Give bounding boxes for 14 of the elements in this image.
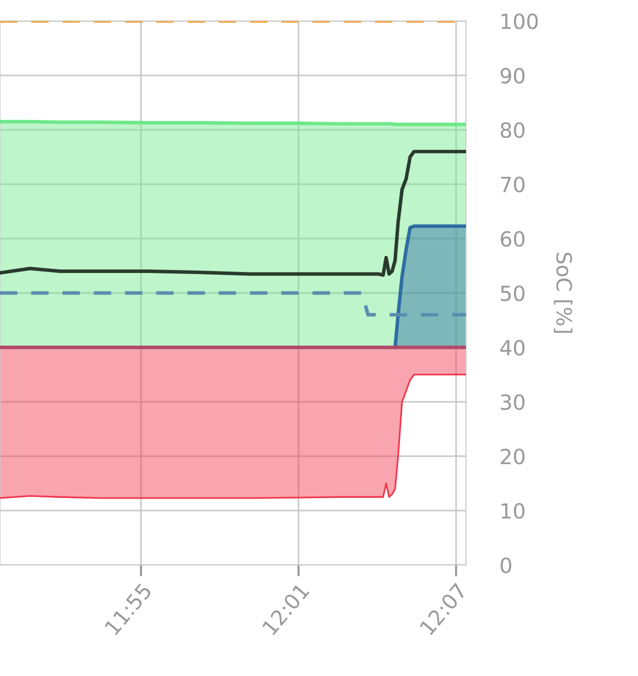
y-tick-label: 90	[500, 68, 524, 84]
y-tick-label: 100	[502, 13, 538, 30]
y-axis-title: SoC [%]	[554, 252, 572, 333]
line-series	[0, 150, 466, 277]
line-series	[0, 374, 466, 499]
y-tick-label: 10	[502, 503, 524, 519]
y-tick-label: 20	[500, 448, 524, 464]
y-tick-label: 30	[500, 394, 524, 410]
y-tick-label: 40	[500, 340, 524, 356]
y-tick-label: 70	[501, 176, 524, 192]
y-tick-label: 50	[500, 285, 524, 302]
y-tick-label: 80	[500, 122, 524, 138]
y-tick-label: 60	[500, 231, 524, 247]
y-tick-label: 0	[500, 557, 512, 574]
